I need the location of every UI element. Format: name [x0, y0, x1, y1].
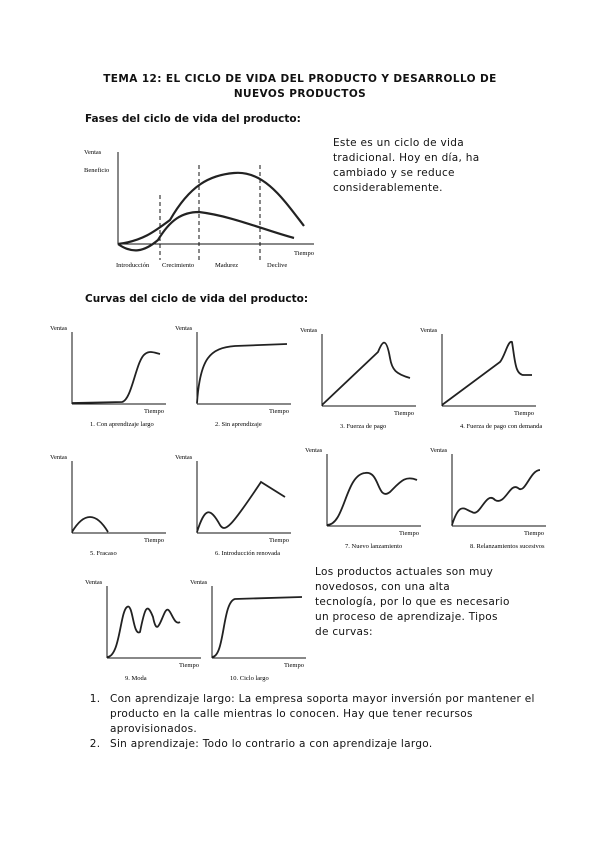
stage-label: Crecimiento [162, 262, 194, 269]
paragraph: Los productos actuales son muy novedosos… [315, 566, 510, 638]
curve-figure: Ventas Tiempo 3. Fuerza de pago [300, 327, 416, 430]
phases-figure: Ventas Beneficio Tiempo Introducción Cre… [84, 149, 314, 269]
curve-figure: Ventas Tiempo 1. Con aprendizaje largo [50, 325, 166, 428]
caption: 6. Introducción renovada [215, 550, 280, 557]
y-label: Ventas [190, 579, 208, 586]
curve [196, 480, 286, 533]
caption: 4. Fuerza de pago con demanda residual [460, 423, 542, 430]
profit-curve [117, 210, 295, 252]
y-label: Ventas [50, 454, 68, 461]
caption: 5. Fracaso [90, 550, 117, 557]
curve [211, 596, 303, 658]
y-label: Ventas [175, 454, 193, 461]
paragraph: Este es un ciclo de vida tradicional. Ho… [333, 137, 480, 194]
caption: 9. Moda [125, 675, 147, 682]
stage-label: Introducción [116, 262, 150, 269]
sales-curve [117, 171, 305, 246]
x-label: Tiempo [524, 530, 544, 537]
curve-figure: Ventas Tiempo 4. Fuerza de pago con demand… [420, 327, 542, 430]
curve-figure: Ventas Tiempo 9. Moda [85, 579, 201, 682]
y-label: Ventas [84, 149, 102, 156]
caption: 8. Relanzamientos sucesivos [470, 543, 545, 550]
y-label: Beneficio [84, 167, 109, 174]
x-label: Tiempo [284, 662, 304, 669]
x-label: Tiempo [269, 537, 289, 544]
curve-figure: Ventas Tiempo 2. Sin aprendizaje [175, 325, 291, 428]
y-label: Ventas [50, 325, 68, 332]
list-item: Con aprendizaje largo: La empresa soport… [104, 692, 544, 737]
curve [441, 341, 532, 406]
curve [451, 469, 541, 526]
curve-figure: Ventas Tiempo 8. Relanzamientos sucesivos [430, 447, 546, 550]
caption: 7. Nuevo lanzamiento [345, 543, 402, 550]
x-label: Tiempo [269, 408, 289, 415]
y-label: Ventas [300, 327, 318, 334]
curve [106, 605, 181, 658]
caption: 2. Sin aprendizaje [215, 421, 262, 428]
x-label: Tiempo [144, 537, 164, 544]
caption: 1. Con aprendizaje largo [90, 421, 154, 428]
x-label: Tiempo [394, 410, 414, 417]
list-item: Sin aprendizaje: Todo lo contrario a con… [104, 737, 544, 752]
y-label: Ventas [85, 579, 103, 586]
curve [71, 351, 161, 404]
y-label: Ventas [175, 325, 193, 332]
y-label: Ventas [420, 327, 438, 334]
curve [196, 343, 288, 404]
curve-figure: Ventas Tiempo 6. Introducción renovada [175, 454, 291, 557]
x-label: Tiempo [179, 662, 199, 669]
curve [321, 341, 411, 406]
stage-label: Declive [267, 262, 287, 269]
curve-figure: Ventas Tiempo 10. Ciclo largo [190, 579, 306, 682]
list: Con aprendizaje largo: La empresa soport… [70, 692, 544, 752]
section-heading: Curvas del ciclo de vida del producto: [85, 293, 309, 305]
curve [71, 516, 109, 533]
stage-label: Madurez [215, 262, 238, 269]
caption: 3. Fuerza de pago [340, 423, 386, 430]
title: TEMA 12: EL CICLO DE VIDA DEL PRODUCTO Y… [103, 73, 497, 100]
x-label: Tiempo [294, 250, 314, 257]
x-label: Tiempo [144, 408, 164, 415]
section-heading: Fases del ciclo de vida del producto: [85, 113, 301, 125]
x-label: Tiempo [399, 530, 419, 537]
curve [326, 472, 418, 526]
y-label: Ventas [305, 447, 323, 454]
x-label: Tiempo [514, 410, 534, 417]
y-label: Ventas [430, 447, 448, 454]
curve-figure: Ventas Tiempo 5. Fracaso [50, 454, 166, 557]
curve-figure: Ventas Tiempo 7. Nuevo lanzamiento [305, 447, 421, 550]
caption: 10. Ciclo largo [230, 675, 269, 682]
